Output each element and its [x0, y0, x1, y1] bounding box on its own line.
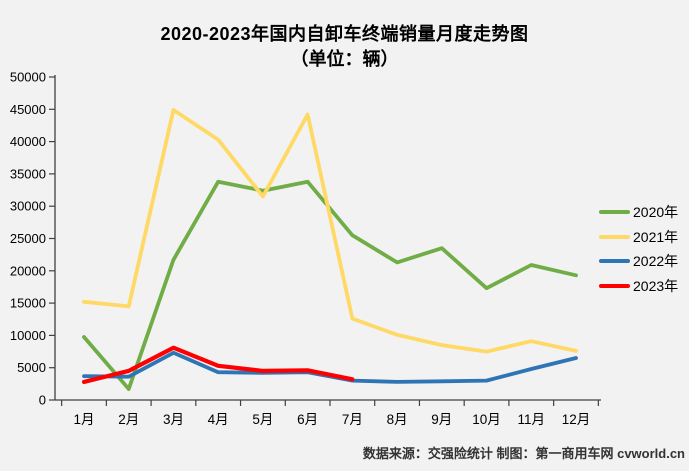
footer-credit: 数据来源：交强险统计 制图：第一商用车网 cvworld.cn — [362, 446, 685, 461]
legend-label: 2020年 — [633, 204, 679, 221]
legend-label: 2023年 — [633, 277, 679, 294]
y-tick-label: 0 — [39, 393, 46, 408]
legend-item-2023年: 2023年 — [599, 274, 678, 299]
legend-line-swatch — [599, 234, 630, 239]
x-tick-label: 8月 — [387, 412, 408, 427]
x-tick-label: 9月 — [431, 412, 452, 427]
y-tick-label: 5000 — [17, 360, 46, 375]
x-tick-label: 6月 — [297, 412, 318, 427]
legend-item-2020年: 2020年 — [599, 200, 678, 225]
legend-label: 2022年 — [633, 253, 679, 270]
legend: 2020年 2021年 2022年 2023年 — [599, 200, 678, 298]
y-tick-label: 25000 — [10, 231, 46, 246]
legend-line-swatch — [599, 210, 630, 215]
x-tick-label: 4月 — [208, 412, 229, 427]
y-tick-label: 20000 — [10, 263, 46, 278]
x-tick-label: 1月 — [73, 412, 94, 427]
legend-line-swatch — [599, 283, 630, 288]
chart-title: 2020-2023年国内自卸车终端销量月度走势图 — [160, 24, 529, 44]
x-tick-label: 5月 — [252, 412, 273, 427]
y-tick-label: 50000 — [10, 70, 46, 85]
x-tick-label: 11月 — [518, 412, 546, 427]
y-tick-label: 10000 — [10, 328, 46, 343]
chart-subtitle: （单位：辆） — [290, 49, 399, 69]
y-tick-label: 35000 — [10, 166, 46, 181]
series-line-2021年 — [82, 108, 578, 354]
x-tick-label: 10月 — [472, 412, 501, 427]
x-tick-label: 2月 — [118, 412, 139, 427]
y-tick-label: 45000 — [10, 102, 46, 117]
legend-line-swatch — [599, 259, 630, 264]
y-tick-label: 30000 — [10, 199, 46, 214]
series-line-2023年 — [81, 345, 355, 384]
x-tick-label: 12月 — [562, 412, 591, 427]
y-tick-label: 40000 — [10, 134, 46, 149]
y-tick-label: 15000 — [10, 296, 46, 311]
x-tick-label: 3月 — [163, 412, 184, 427]
legend-item-2022年: 2022年 — [599, 249, 678, 274]
legend-label: 2021年 — [633, 228, 679, 245]
x-tick-label: 7月 — [342, 412, 363, 427]
legend-item-2021年: 2021年 — [599, 225, 678, 250]
